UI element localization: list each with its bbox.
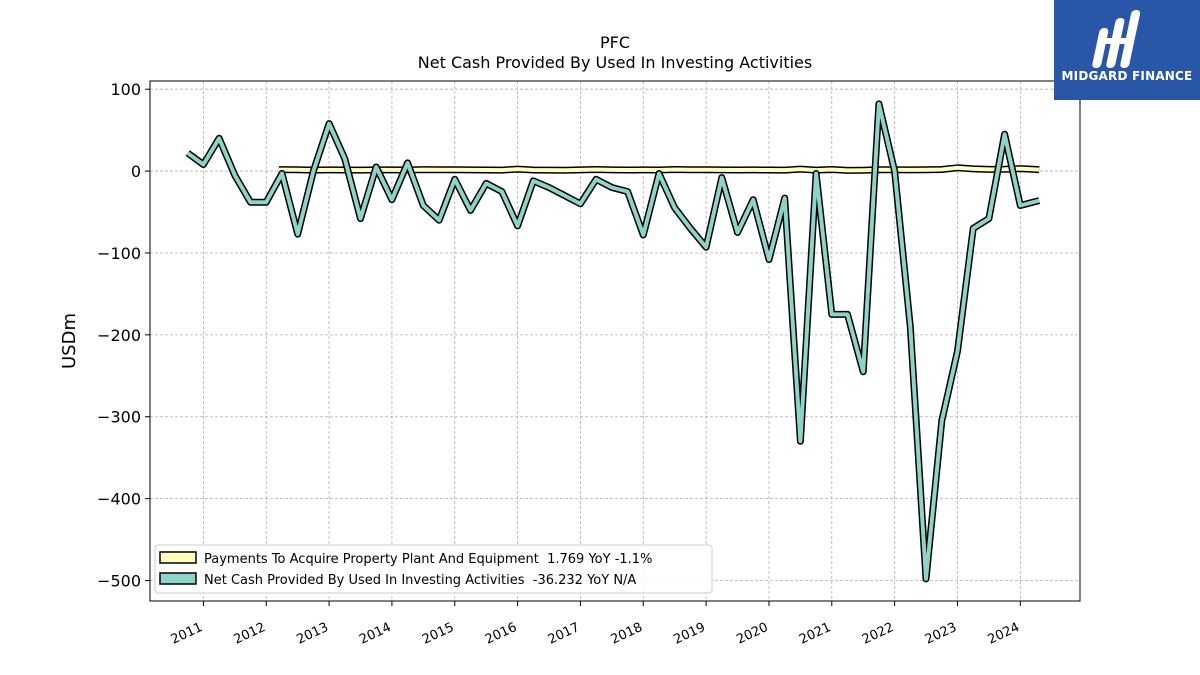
y-tick-label: −300: [97, 408, 141, 427]
series-line-investing: [185, 100, 1041, 583]
legend-label-capex: Payments To Acquire Property Plant And E…: [204, 552, 652, 567]
x-tick-label: 2012: [232, 620, 268, 648]
y-tick-label: 100: [110, 80, 141, 99]
plot-frame: [149, 80, 1081, 602]
legend-swatch-investing: [159, 572, 197, 585]
logo-text: MIDGARD FINANCE: [1061, 69, 1193, 83]
x-tick-label: 2022: [860, 620, 896, 648]
series-fill: [186, 101, 1040, 581]
x-tick-label: 2014: [357, 620, 393, 648]
x-tick-label: 2011: [169, 620, 205, 648]
grid-layer: [150, 81, 1080, 601]
chart-title: PFC: [600, 33, 630, 52]
x-tick-label: 2017: [546, 620, 582, 648]
legend: Payments To Acquire Property Plant And E…: [154, 544, 713, 594]
y-tick-label: 0: [131, 162, 141, 181]
y-tick-label: −500: [97, 572, 141, 591]
x-tick-label: 2023: [923, 620, 959, 648]
x-tick-label: 2021: [797, 620, 833, 648]
legend-box: [154, 544, 713, 594]
midgard-finance-logo: MIDGARD FINANCE: [1054, 0, 1200, 100]
x-tick-label: 2019: [671, 620, 707, 648]
series-layer: [185, 100, 1041, 583]
legend-label-investing: Net Cash Provided By Used In Investing A…: [204, 573, 636, 588]
x-tick-label: 2013: [294, 620, 330, 648]
x-tick-label: 2018: [609, 620, 645, 648]
x-tick-label: 2024: [986, 620, 1022, 648]
y-axis-label: USDm: [59, 313, 80, 369]
x-tick-label: 2015: [420, 620, 456, 648]
chart-subtitle: Net Cash Provided By Used In Investing A…: [418, 53, 812, 72]
legend-swatch-capex: [159, 551, 197, 564]
y-tick-label: −200: [97, 326, 141, 345]
y-tick-label: −100: [97, 244, 141, 263]
x-tick-label: 2016: [483, 620, 519, 648]
logo-mark-icon: [1092, 10, 1141, 68]
y-tick-label: −400: [97, 490, 141, 509]
x-tick-label: 2020: [734, 620, 770, 648]
